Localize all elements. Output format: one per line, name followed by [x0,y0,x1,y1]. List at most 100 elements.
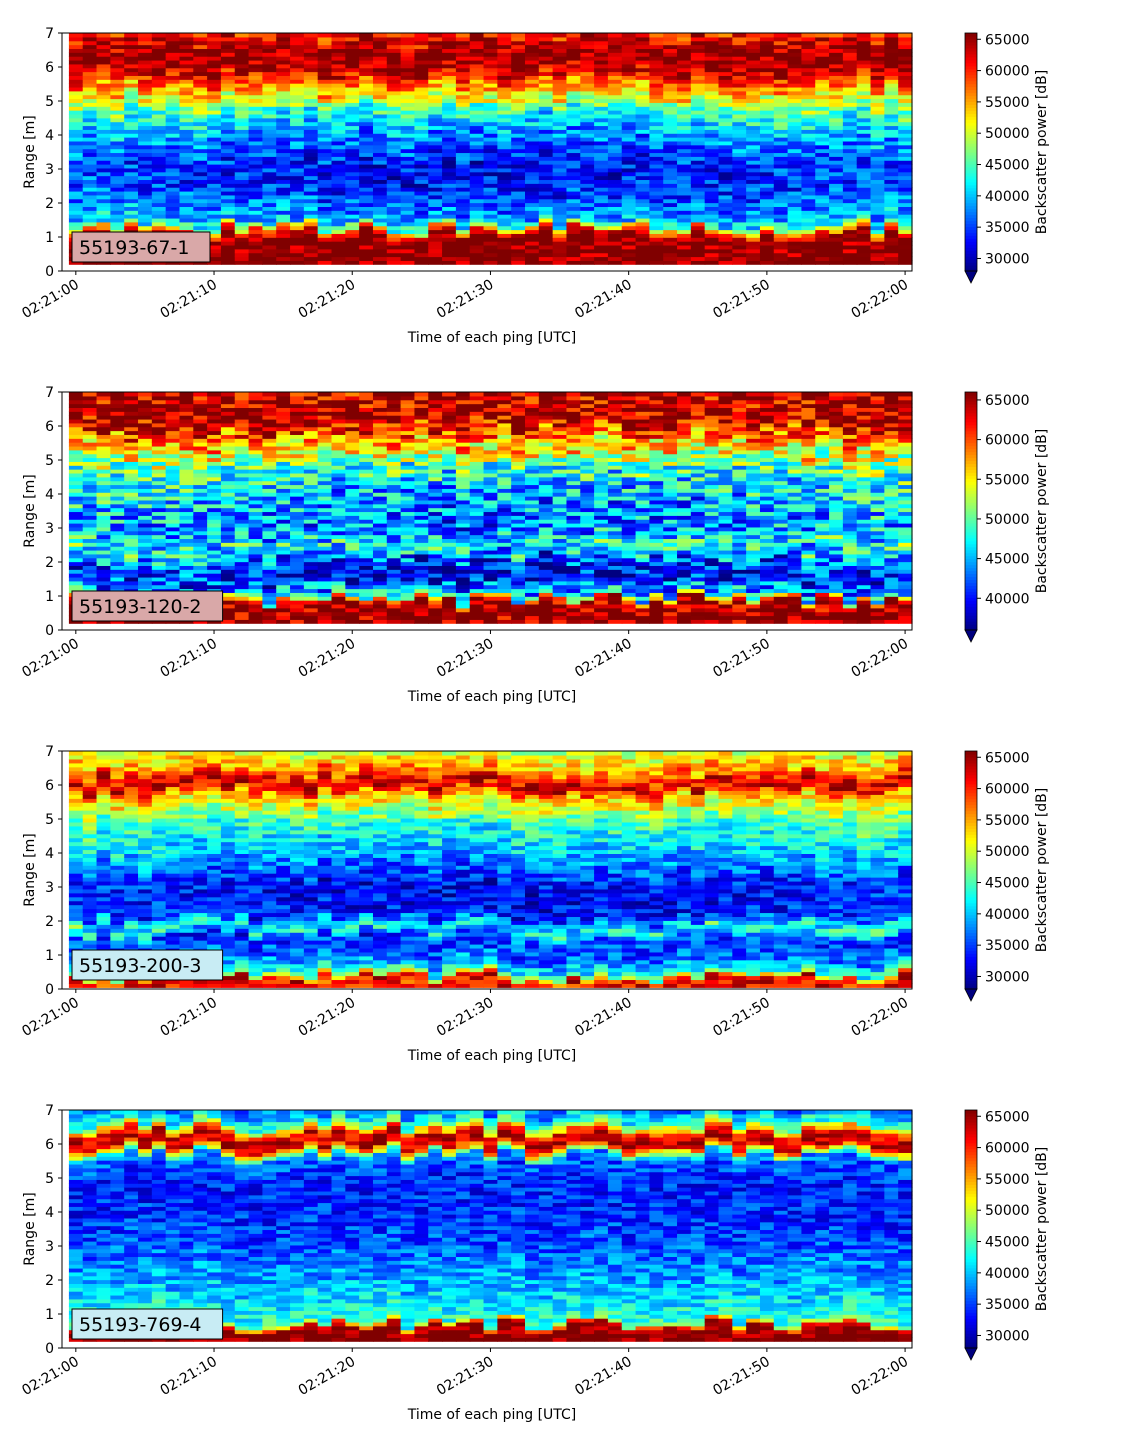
heatmap-cell [138,508,152,512]
heatmap-cell [428,218,442,222]
heatmap-cell [276,404,290,408]
heatmap-cell [497,118,511,122]
heatmap-cell [83,87,97,91]
heatmap-cell [359,253,373,257]
heatmap-cell [788,48,802,52]
heatmap-cell [566,233,580,237]
heatmap-cell [332,164,346,168]
heatmap-cell [898,156,912,160]
heatmap-cell [760,41,774,45]
heatmap-cell [262,191,276,195]
heatmap-cell [815,206,829,210]
heatmap-cell [732,191,746,195]
heatmap-cell [193,492,207,496]
heatmap-cell [774,87,788,91]
heatmap-cell [760,91,774,95]
heatmap-cell [373,106,387,110]
heatmap-cell [97,477,111,481]
heatmap-cell [663,237,677,241]
heatmap-cell [719,102,733,106]
heatmap-cell [539,203,553,207]
heatmap-cell [663,48,677,52]
heatmap-cell [608,64,622,68]
heatmap-cell [221,99,235,103]
heatmap-cell [332,589,346,593]
heatmap-cell [677,145,691,149]
heatmap-cell [774,33,788,37]
heatmap-cell [705,41,719,45]
heatmap-cell [332,596,346,600]
heatmap-cell [829,199,843,203]
heatmap-cell [318,99,332,103]
heatmap-cell [373,253,387,257]
heatmap-cell [387,48,401,52]
heatmap-cell [193,542,207,546]
heatmap-cell [276,72,290,76]
heatmap-cell [774,56,788,60]
heatmap-cell [677,133,691,137]
heatmap-cell [456,249,470,253]
heatmap-cell [138,33,152,37]
heatmap-cell [97,206,111,210]
heatmap-cell [207,465,221,469]
heatmap-cell [97,473,111,477]
heatmap-cell [69,156,83,160]
heatmap-cell [843,149,857,153]
heatmap-cell [484,141,498,145]
heatmap-cell [691,214,705,218]
heatmap-cell [249,562,263,566]
heatmap-cell [304,438,318,442]
heatmap-cell [193,458,207,462]
heatmap-cell [829,72,843,76]
heatmap-cell [166,183,180,187]
heatmap-cell [566,37,580,41]
heatmap-cell [97,48,111,52]
heatmap-cell [815,195,829,199]
heatmap-cell [359,37,373,41]
heatmap-cell [235,156,249,160]
heatmap-cell [249,253,263,257]
heatmap-cell [594,183,608,187]
heatmap-cell [179,210,193,214]
heatmap-cell [511,52,525,56]
heatmap-cell [318,149,332,153]
heatmap-cell [332,431,346,435]
heatmap-cell [332,72,346,76]
heatmap-cell [788,99,802,103]
heatmap-cell [359,237,373,241]
heatmap-cell [774,118,788,122]
heatmap-cell [207,83,221,87]
heatmap-cell [221,145,235,149]
heatmap-cell [69,392,83,396]
heatmap-cell [332,550,346,554]
heatmap-cell [69,431,83,435]
heatmap-cell [276,569,290,573]
heatmap-cell [484,114,498,118]
heatmap-cell [373,45,387,49]
heatmap-cell [442,91,456,95]
heatmap-cell [221,241,235,245]
heatmap-cell [276,565,290,569]
heatmap-cell [677,37,691,41]
heatmap-cell [580,164,594,168]
heatmap-cell [428,160,442,164]
heatmap-cell [304,179,318,183]
heatmap-cell [235,538,249,542]
heatmap-cell [193,156,207,160]
heatmap-cell [235,99,249,103]
heatmap-cell [732,203,746,207]
heatmap-cell [138,500,152,504]
heatmap-cell [304,465,318,469]
heatmap-cell [732,195,746,199]
heatmap-cell [166,473,180,477]
heatmap-cell [193,535,207,539]
heatmap-cell [193,203,207,207]
heatmap-cell [801,102,815,106]
heatmap-cell [249,102,263,106]
heatmap-cell [124,95,138,99]
heatmap-cell [262,110,276,114]
heatmap-cell [774,214,788,218]
heatmap-cell [580,41,594,45]
heatmap-cell [179,75,193,79]
heatmap-cell [857,79,871,83]
